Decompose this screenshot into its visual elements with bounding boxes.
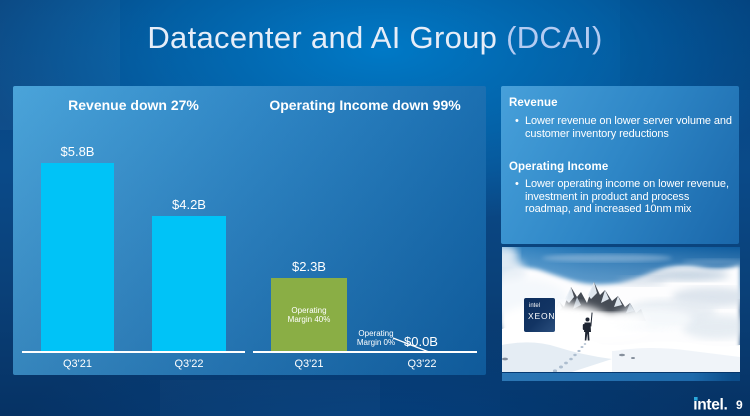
svg-text:ıntel.: ıntel. bbox=[693, 397, 727, 412]
